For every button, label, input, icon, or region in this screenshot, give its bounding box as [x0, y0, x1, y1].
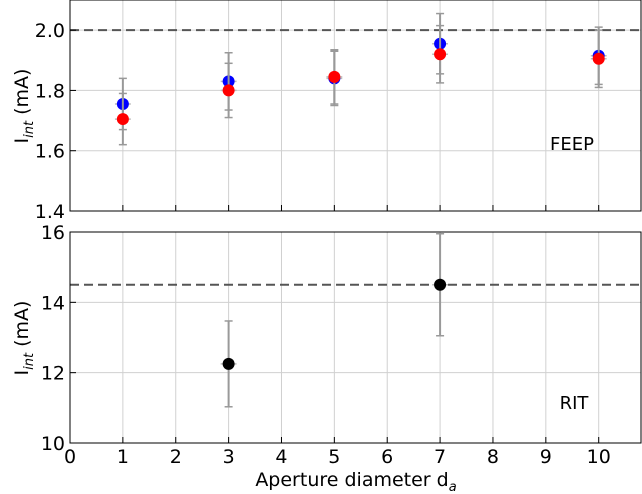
- x-tick-label: 2: [170, 446, 182, 468]
- panel-rit-grid: [69, 231, 641, 444]
- panel-rit-frame: [69, 231, 642, 444]
- x-axis-title-subscript: a: [449, 480, 457, 494]
- y-axis-title-unit: (mA): [11, 301, 33, 353]
- y-axis-title-subscript: int: [22, 120, 37, 138]
- y-tick-label: 14: [41, 292, 65, 314]
- y-tick-label: 2.0: [35, 20, 65, 42]
- panel-feep-frame: [69, 0, 642, 212]
- panel-rit-marks: [220, 233, 449, 408]
- y-axis-title-subscript: int: [22, 352, 37, 370]
- y-tick-label: 12: [41, 363, 65, 385]
- x-tick-label: 4: [275, 446, 287, 468]
- y-tick-label: 10: [41, 433, 65, 455]
- y-tick-label: 1.8: [35, 80, 65, 102]
- data-point: [592, 52, 605, 65]
- x-tick-label: 5: [328, 446, 340, 468]
- y-tick-label: 1.4: [35, 201, 65, 223]
- data-point: [116, 113, 129, 126]
- x-tick-label: 9: [540, 446, 552, 468]
- data-point: [328, 70, 341, 83]
- x-tick-label: 0: [64, 446, 76, 468]
- panel-feep-ticks: 1.4 1.6 1.8 2.0: [35, 20, 600, 223]
- panel-rit-y-axis-title: Iint (mA): [11, 301, 37, 376]
- panel-feep-marks: [114, 12, 607, 146]
- data-point: [222, 357, 235, 370]
- y-axis-title-unit: (mA): [11, 69, 33, 121]
- panel-feep-grid: [69, 0, 641, 212]
- x-tick-label: 6: [381, 446, 393, 468]
- data-point: [434, 48, 447, 61]
- panel-feep-y-axis-title: Iint (mA): [11, 69, 37, 144]
- y-axis-title-main: I: [11, 370, 33, 376]
- data-point: [222, 84, 235, 97]
- x-tick-label: 3: [223, 446, 235, 468]
- x-axis-title: Aperture diameter da: [255, 469, 456, 494]
- x-tick-label: 1: [117, 446, 129, 468]
- y-tick-label: 1.6: [35, 141, 65, 163]
- x-tick-label: 7: [434, 446, 446, 468]
- y-tick-label: 16: [41, 222, 65, 244]
- data-point: [434, 278, 447, 291]
- panel-feep: 1.4 1.6 1.8 2.0 FEEP Iint (mA): [11, 0, 642, 223]
- y-axis-title-main: I: [11, 138, 33, 144]
- panel-feep-annotation: FEEP: [550, 134, 594, 155]
- x-tick-label: 10: [587, 446, 611, 468]
- x-tick-label: 8: [487, 446, 499, 468]
- panel-rit-annotation: RIT: [560, 393, 590, 414]
- x-axis-title-main: Aperture diameter d: [255, 469, 448, 491]
